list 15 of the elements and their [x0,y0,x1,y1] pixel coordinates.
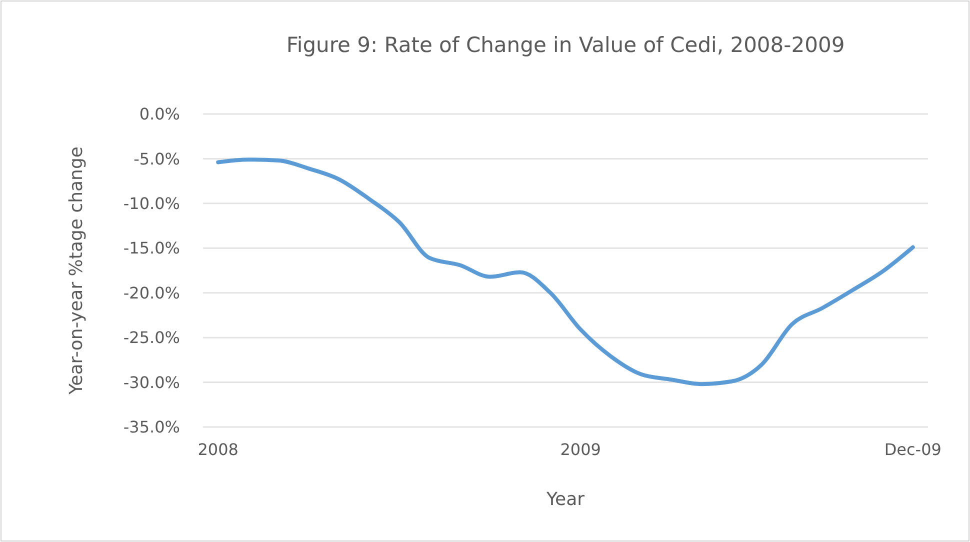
y-tick-label: -25.0% [123,328,180,348]
x-axis-title: Year [545,489,586,510]
y-tick-label: -35.0% [123,418,180,437]
x-tick-label: 2009 [560,440,601,459]
x-tick-label: 2008 [198,440,238,459]
y-tick-label: -15.0% [123,238,180,258]
y-tick-label: -10.0% [123,194,180,214]
y-tick-label: -30.0% [123,372,180,392]
line-series [216,158,915,386]
chart-title: Figure 9: Rate of Change in Value of Cedi, 2008-2009 [286,33,845,57]
y-tick-label: -5.0% [134,149,180,168]
x-tick-label: Dec-09 [884,440,942,459]
y-tick-label: 0.0% [139,104,180,124]
y-axis-title: Year-on-year %tage change [66,146,87,396]
y-tick-label: -20.0% [123,283,180,302]
